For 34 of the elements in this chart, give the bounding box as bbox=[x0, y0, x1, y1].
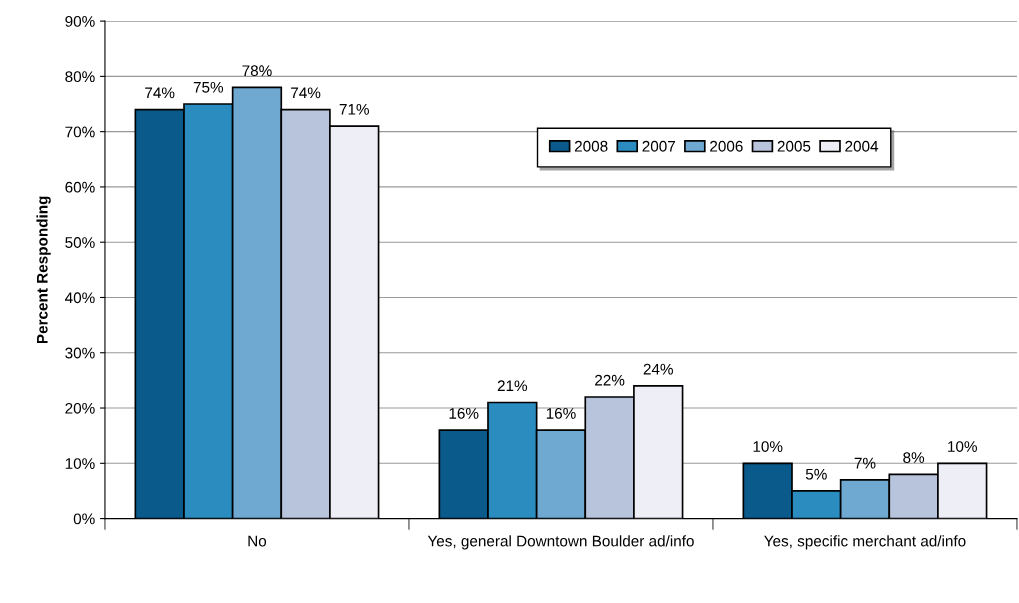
y-tick-label: 60% bbox=[65, 181, 95, 193]
data-label: 21% bbox=[497, 380, 528, 392]
data-label: 16% bbox=[546, 407, 576, 419]
data-label: 74% bbox=[145, 87, 175, 99]
data-label: 78% bbox=[242, 65, 272, 77]
data-label: 75% bbox=[193, 81, 224, 93]
data-label: 8% bbox=[903, 452, 925, 464]
y-tick-label: 10% bbox=[65, 458, 95, 469]
x-tick-label: No bbox=[248, 535, 267, 547]
data-label: 16% bbox=[449, 407, 479, 419]
y-tick-label: 80% bbox=[65, 71, 95, 83]
data-label: 74% bbox=[291, 87, 321, 99]
data-label: 10% bbox=[948, 441, 977, 452]
legend-label: 2005 bbox=[777, 140, 811, 152]
y-tick-label: 70% bbox=[65, 126, 95, 138]
data-label: 10% bbox=[753, 441, 783, 452]
data-label: 22% bbox=[595, 374, 625, 386]
legend-label: 2006 bbox=[710, 140, 743, 152]
y-tick-label: 30% bbox=[65, 347, 95, 359]
x-tick-label: Yes, general Downtown Boulder ad/info bbox=[427, 535, 694, 550]
legend-label: 2007 bbox=[642, 140, 675, 152]
data-label: 5% bbox=[805, 468, 827, 480]
y-tick-label: 0% bbox=[73, 513, 95, 525]
y-tick-label: 90% bbox=[65, 15, 95, 27]
data-label: 24% bbox=[643, 363, 673, 375]
y-tick-label: 40% bbox=[65, 292, 95, 304]
data-label: 71% bbox=[339, 104, 369, 115]
y-axis-title: Percent Responding bbox=[36, 196, 51, 344]
data-label: 7% bbox=[854, 457, 876, 469]
legend-label: 2008 bbox=[574, 140, 608, 152]
y-tick-label: 20% bbox=[65, 402, 95, 414]
x-tick-label: Yes, specific merchant ad/info bbox=[764, 535, 966, 550]
y-tick-label: 50% bbox=[65, 237, 95, 248]
legend-label: 2004 bbox=[845, 140, 879, 152]
